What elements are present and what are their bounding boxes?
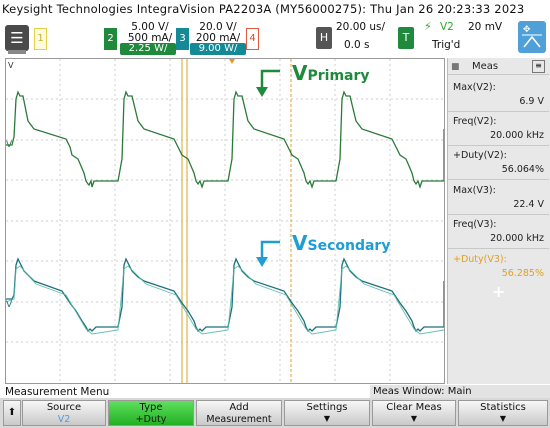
primary-label: VPrimary xyxy=(292,61,370,85)
meas-panel-title: Meas xyxy=(472,61,499,72)
meas-label-freq-v2[interactable]: Freq(V2): xyxy=(453,116,497,127)
trigger-button[interactable]: T xyxy=(398,27,414,49)
time-delay[interactable]: 0.0 s xyxy=(344,39,370,51)
meas-value-freq-v3: 20.000 kHz xyxy=(490,233,544,244)
meas-value-duty-v3: 56.285% xyxy=(501,268,544,279)
meas-value-max-v3: 22.4 V xyxy=(513,199,544,210)
time-per-div[interactable]: 20.00 us/ xyxy=(336,21,386,33)
ref-marker-top: V xyxy=(8,61,14,70)
touch-tools-icon[interactable]: ✥ xyxy=(518,21,546,53)
meas-label-max-v2[interactable]: Max(V2): xyxy=(453,82,496,93)
chevron-down-icon: ▼ xyxy=(499,414,507,423)
channel-2-button[interactable]: 2 xyxy=(104,28,117,50)
panel-menu-icon[interactable]: ≡ xyxy=(532,60,545,73)
ch3-voltage-scale[interactable]: 20.0 V/ xyxy=(199,21,237,33)
channel-toolbar xyxy=(0,20,550,56)
type-softkey[interactable]: Type +Duty xyxy=(108,400,194,426)
meas-value-freq-v2: 20.000 kHz xyxy=(490,130,544,141)
ch2-ground-marker: V xyxy=(6,140,13,150)
ch2-voltage-scale[interactable]: 5.00 V/ xyxy=(131,21,169,33)
ch2-current-scale[interactable]: 500 mA/ xyxy=(127,32,173,44)
ch3-ground-marker: V xyxy=(6,300,13,310)
divider xyxy=(448,248,549,249)
menu-label: Measurement Menu xyxy=(5,386,110,398)
panel-pin-icon[interactable]: ■ xyxy=(451,62,460,72)
ch3-power-scale[interactable]: 9.00 W/ xyxy=(190,43,246,55)
channel-3-button[interactable]: 3 xyxy=(176,28,189,50)
window-title: Keysight Technologies IntegraVision PA22… xyxy=(2,2,525,16)
trigger-edge-icon: ⚡ xyxy=(424,20,432,33)
meas-label-max-v3[interactable]: Max(V3): xyxy=(453,185,496,196)
meas-label-duty-v2[interactable]: +Duty(V2): xyxy=(453,150,507,161)
meas-label-duty-v3[interactable]: +Duty(V3): xyxy=(453,254,507,265)
meas-value-max-v2: 6.9 V xyxy=(519,96,544,107)
add-measurement-softkey[interactable]: Add Measurement xyxy=(196,400,282,426)
add-measurement-icon[interactable]: + xyxy=(492,282,506,301)
svg-text:✥: ✥ xyxy=(523,25,531,35)
statistics-softkey[interactable]: Statistics ▼ xyxy=(458,400,548,426)
chevron-down-icon: ▼ xyxy=(410,414,418,423)
trigger-source[interactable]: V2 xyxy=(440,21,454,33)
waveform-display[interactable]: V V V VPrimary VSecondary xyxy=(5,58,445,384)
ch3-current-scale[interactable]: 200 mA/ xyxy=(195,32,241,44)
divider xyxy=(448,214,549,215)
channel-4-button[interactable]: 4 xyxy=(246,28,259,50)
waveform-plot: V V V xyxy=(5,59,445,383)
meas-value-duty-v2: 56.064% xyxy=(501,164,544,175)
back-button[interactable]: ⬆ xyxy=(3,400,21,426)
trigger-status: Trig'd xyxy=(432,39,461,51)
measurement-panel: ■ Meas ≡ Max(V2): 6.9 V Freq(V2): 20.000… xyxy=(447,58,550,384)
horizontal-button[interactable]: H xyxy=(316,27,332,49)
source-softkey[interactable]: Source V2 xyxy=(22,400,106,426)
channel-1-button[interactable]: 1 xyxy=(34,28,47,50)
meas-window-label: Meas Window: Main xyxy=(370,385,550,398)
trigger-level[interactable]: 20 mV xyxy=(468,21,503,33)
ch2-power-scale[interactable]: 2.25 W/ xyxy=(120,43,176,55)
meas-label-freq-v3[interactable]: Freq(V3): xyxy=(453,219,497,230)
clear-meas-softkey[interactable]: Clear Meas ▼ xyxy=(372,400,456,426)
divider xyxy=(448,111,549,112)
divider xyxy=(448,179,549,180)
settings-softkey[interactable]: Settings ▼ xyxy=(284,400,370,426)
main-menu-icon[interactable]: ☰ xyxy=(5,25,29,51)
secondary-label: VSecondary xyxy=(292,231,391,255)
chevron-down-icon: ▼ xyxy=(323,414,331,423)
divider xyxy=(448,145,549,146)
divider xyxy=(448,74,549,75)
menu-arrow xyxy=(8,50,26,54)
